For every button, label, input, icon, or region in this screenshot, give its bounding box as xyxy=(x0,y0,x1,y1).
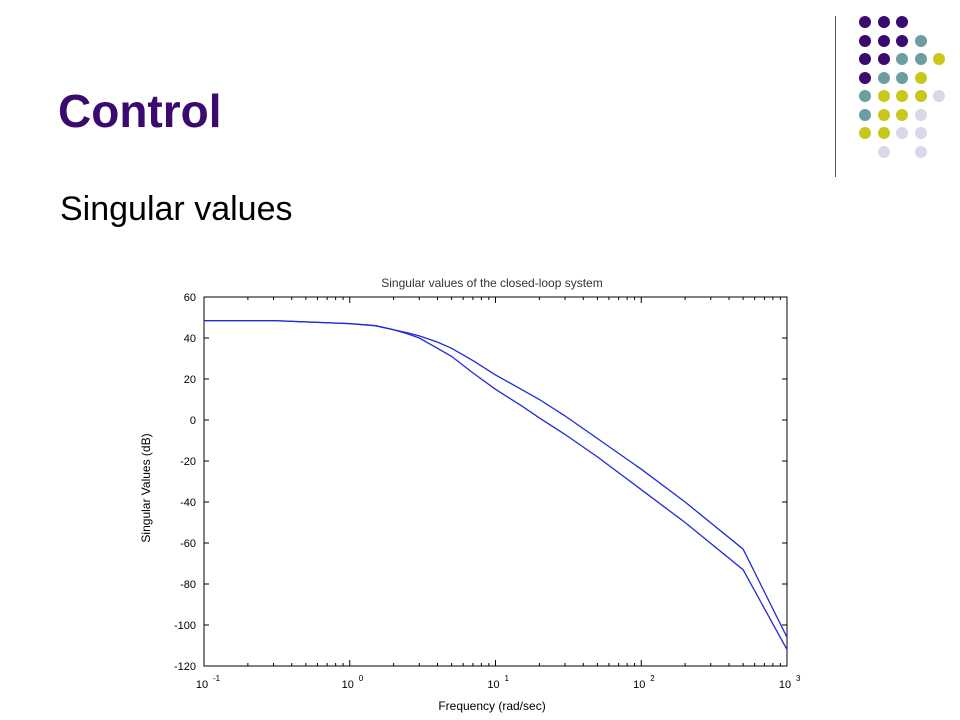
x-tick-label: 10 xyxy=(633,679,645,691)
series-lines xyxy=(204,319,788,650)
decorative-dot xyxy=(859,34,871,47)
decorative-dot xyxy=(877,53,890,65)
x-tick-label: 10 xyxy=(487,679,499,691)
decorative-dot xyxy=(914,53,927,65)
decorative-dot xyxy=(877,145,890,158)
x-tick-label: 10 xyxy=(342,679,354,691)
x-tick-label: 10 xyxy=(196,679,208,691)
decorative-dot xyxy=(914,71,927,84)
decorative-dot xyxy=(859,108,871,121)
x-tick-exponent: 0 xyxy=(359,674,364,683)
decorative-dot xyxy=(859,53,871,65)
decorative-dot xyxy=(896,71,908,84)
decorative-dot xyxy=(859,90,871,102)
y-tick-label: -20 xyxy=(180,456,196,468)
decorative-dot xyxy=(877,108,890,121)
decorative-dot xyxy=(896,34,908,47)
chart-title: Singular values of the closed-loop syste… xyxy=(381,276,602,290)
y-tick-label: -80 xyxy=(180,579,196,591)
y-tick-label: -60 xyxy=(180,538,196,550)
x-axis: 10 -1 10 0 10 1 10 2 10 3 xyxy=(196,297,801,691)
title-divider xyxy=(835,16,836,177)
y-tick-label: -120 xyxy=(174,661,196,673)
decorative-dot xyxy=(859,71,871,84)
y-axis: 60 40 20 0 -20 -40 -60 -80 -100 -120 xyxy=(174,292,787,673)
x-tick-exponent: 2 xyxy=(650,674,655,683)
y-tick-label: -100 xyxy=(174,620,196,632)
y-tick-label: 0 xyxy=(190,415,196,427)
slide-title: Control xyxy=(58,85,222,137)
y-tick-label: 60 xyxy=(184,292,196,304)
decorative-dot xyxy=(914,90,927,102)
decorative-dot xyxy=(877,127,890,139)
decorative-dot xyxy=(933,90,945,102)
decorative-dot xyxy=(877,71,890,84)
decorative-dot xyxy=(896,16,908,28)
x-tick-exponent: 1 xyxy=(505,674,510,683)
decorative-dot xyxy=(914,127,927,139)
y-tick-label: -40 xyxy=(180,497,196,509)
x-tick-exponent: -1 xyxy=(213,674,221,683)
decorative-dot xyxy=(877,34,890,47)
decorative-dot xyxy=(877,90,890,102)
y-tick-label: 20 xyxy=(184,374,196,386)
plot-area xyxy=(203,296,788,667)
decorative-dot xyxy=(914,145,927,158)
decorative-dot xyxy=(896,127,908,139)
decorative-dot xyxy=(914,108,927,121)
series-line-2 xyxy=(204,319,788,650)
y-tick-label: 40 xyxy=(184,333,196,345)
x-tick-exponent: 3 xyxy=(796,674,801,683)
decorative-dot xyxy=(896,90,908,102)
x-tick-label: 10 xyxy=(779,679,791,691)
slide-subtitle: Singular values xyxy=(60,190,293,228)
decorative-dot xyxy=(933,53,945,65)
decorative-dot xyxy=(896,108,908,121)
y-axis-label: Singular Values (dB) xyxy=(139,433,153,542)
decorative-dot xyxy=(914,34,927,47)
decorative-dot xyxy=(877,16,890,28)
x-axis-label: Frequency (rad/sec) xyxy=(438,699,545,713)
decorative-dot xyxy=(859,127,871,139)
decorative-dot xyxy=(859,16,871,28)
decorative-dot-grid xyxy=(0,0,960,180)
decorative-dot xyxy=(896,53,908,65)
